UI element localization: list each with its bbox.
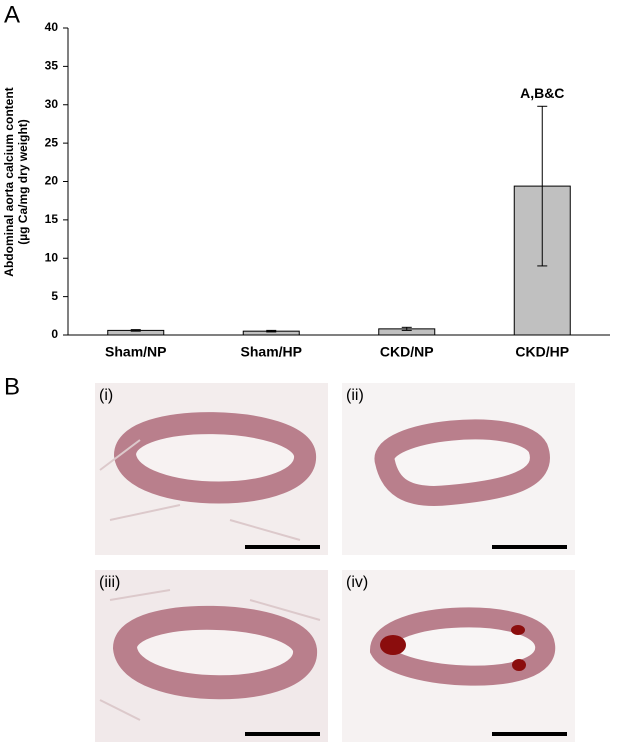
annotation: A,B&C <box>520 85 564 101</box>
y-axis-label: (µg Ca/mg dry weight) <box>16 119 30 245</box>
y-tick-label: 10 <box>45 250 59 264</box>
x-tick-label: Sham/HP <box>241 344 302 360</box>
y-tick-label: 0 <box>51 327 58 341</box>
x-tick-label: CKD/NP <box>380 344 434 360</box>
y-tick-label: 5 <box>51 289 58 303</box>
y-tick-label: 30 <box>45 97 59 111</box>
y-tick-label: 40 <box>45 20 59 34</box>
x-tick-label: Sham/NP <box>105 344 166 360</box>
image-label: (ii) <box>346 387 364 404</box>
panel-label: A <box>4 1 20 28</box>
micrograph <box>342 570 575 742</box>
y-tick-label: 25 <box>45 135 59 149</box>
image-label: (iii) <box>99 574 120 591</box>
micrograph <box>95 383 328 555</box>
x-tick-label: CKD/HP <box>515 344 569 360</box>
micrograph <box>95 570 328 742</box>
image-label: (i) <box>99 387 113 404</box>
y-tick-label: 20 <box>45 174 59 188</box>
y-tick-label: 35 <box>45 59 59 73</box>
image-label: (iv) <box>346 574 368 591</box>
y-tick-label: 15 <box>45 212 59 226</box>
panel-label: B <box>4 373 20 400</box>
micrograph <box>342 383 575 555</box>
y-axis-label: Abdominal aorta calcium content <box>2 87 16 276</box>
